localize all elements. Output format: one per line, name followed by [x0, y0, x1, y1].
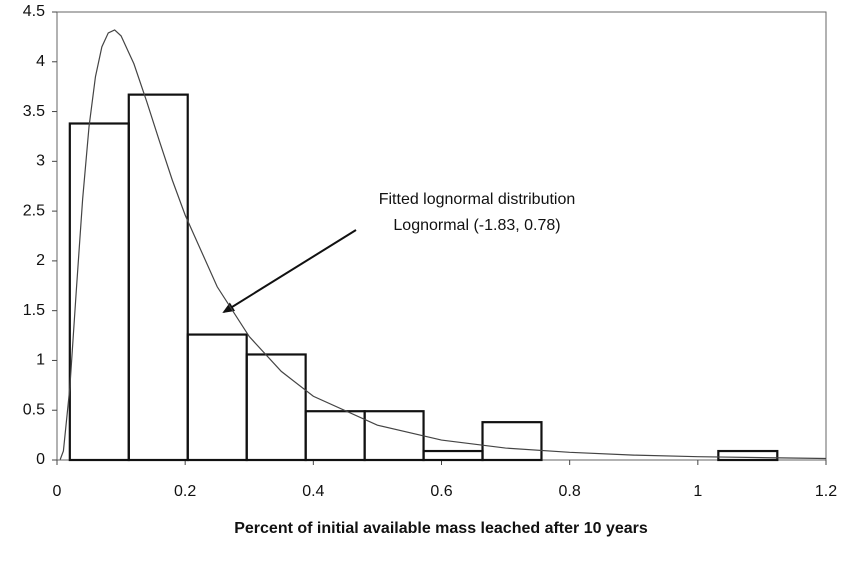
annotation-arrow	[222, 229, 357, 314]
annotation: Lognormal (-1.83, 0.78)	[393, 217, 560, 234]
y-tick-label: 1	[36, 352, 45, 369]
histogram-bar	[717, 449, 779, 462]
y-tick-label: 2.5	[23, 202, 45, 219]
histogram-bar	[68, 122, 130, 462]
annotation: Fitted lognormal distribution	[379, 191, 576, 208]
y-tick-label: 4	[36, 53, 45, 70]
y-tick-label: 2	[36, 252, 45, 269]
x-axis-title: Percent of initial available mass leache…	[234, 520, 648, 537]
y-tick-label: 1.5	[23, 302, 45, 319]
histogram-bar	[186, 333, 248, 462]
y-tick-label: 0.5	[23, 401, 45, 418]
x-tick-label: 0.4	[302, 483, 324, 500]
y-tick-label: 0	[36, 451, 45, 468]
histogram-bar	[481, 421, 543, 462]
histogram-bar	[245, 353, 307, 462]
histogram-bar	[363, 410, 425, 462]
histogram-bar	[422, 449, 484, 462]
y-tick-label: 3	[36, 153, 45, 170]
histogram-bar	[127, 93, 189, 462]
x-tick-label: 0.8	[559, 483, 581, 500]
x-tick-label: 0	[53, 483, 62, 500]
x-tick-label: 0.6	[430, 483, 452, 500]
plot-frame	[56, 11, 827, 461]
x-tick-label: 1.2	[815, 483, 837, 500]
fitted-curve	[59, 29, 827, 460]
histogram-bar	[304, 410, 366, 462]
y-tick-label: 4.5	[23, 3, 45, 20]
x-tick-label: 1	[693, 483, 702, 500]
x-tick-label: 0.2	[174, 483, 196, 500]
y-tick-label: 3.5	[23, 103, 45, 120]
